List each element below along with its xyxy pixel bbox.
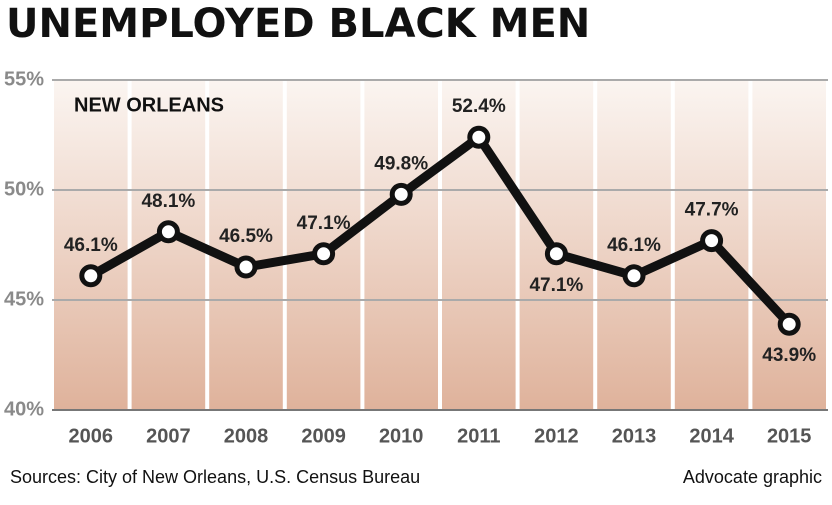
value-label: 43.9% (762, 345, 816, 366)
x-tick-label: 2014 (689, 425, 734, 447)
x-tick-label: 2008 (224, 425, 269, 447)
x-tick-label: 2011 (457, 425, 500, 447)
value-label: 46.1% (64, 235, 118, 256)
point (544, 242, 568, 266)
column-band (364, 80, 438, 410)
point (467, 125, 491, 149)
value-label: 47.1% (529, 275, 583, 296)
x-tick-label: 2006 (69, 425, 114, 447)
x-tick-label: 2012 (534, 425, 579, 447)
point (79, 264, 103, 288)
column-band (209, 80, 283, 410)
value-label: 48.1% (141, 191, 195, 212)
annotation: NEW ORLEANS (74, 94, 224, 116)
point (312, 242, 336, 266)
x-tick-label: 2009 (301, 425, 346, 447)
point (622, 264, 646, 288)
point (777, 312, 801, 336)
source: Sources: City of New Orleans, U.S. Censu… (10, 467, 420, 487)
point (156, 220, 180, 244)
line (88, 132, 793, 328)
value-label: 52.4% (452, 96, 506, 117)
value-label: 46.5% (219, 226, 273, 247)
point (700, 229, 724, 253)
x-tick-label: 2010 (379, 425, 424, 447)
x-tick-label: 2013 (612, 425, 657, 447)
x-tick-label: 2015 (767, 425, 812, 447)
column-band (752, 80, 826, 410)
x-tick-label: 2007 (146, 425, 191, 447)
point (389, 182, 413, 206)
y-tick-label: 50% (4, 178, 44, 200)
column-band (54, 80, 128, 410)
value-label: 47.7% (685, 200, 739, 221)
point (234, 255, 258, 279)
y-tick-label: 55% (4, 68, 44, 90)
value-label: 49.8% (374, 153, 428, 174)
y-tick-label: 40% (4, 398, 44, 420)
value-label: 47.1% (297, 213, 351, 234)
column-band (597, 80, 671, 410)
chart-title: UNEMPLOYED BLACK MEN (6, 1, 590, 47)
value-label: 46.1% (607, 235, 661, 256)
credit: Advocate graphic (683, 467, 822, 487)
y-tick-label: 45% (4, 288, 44, 310)
